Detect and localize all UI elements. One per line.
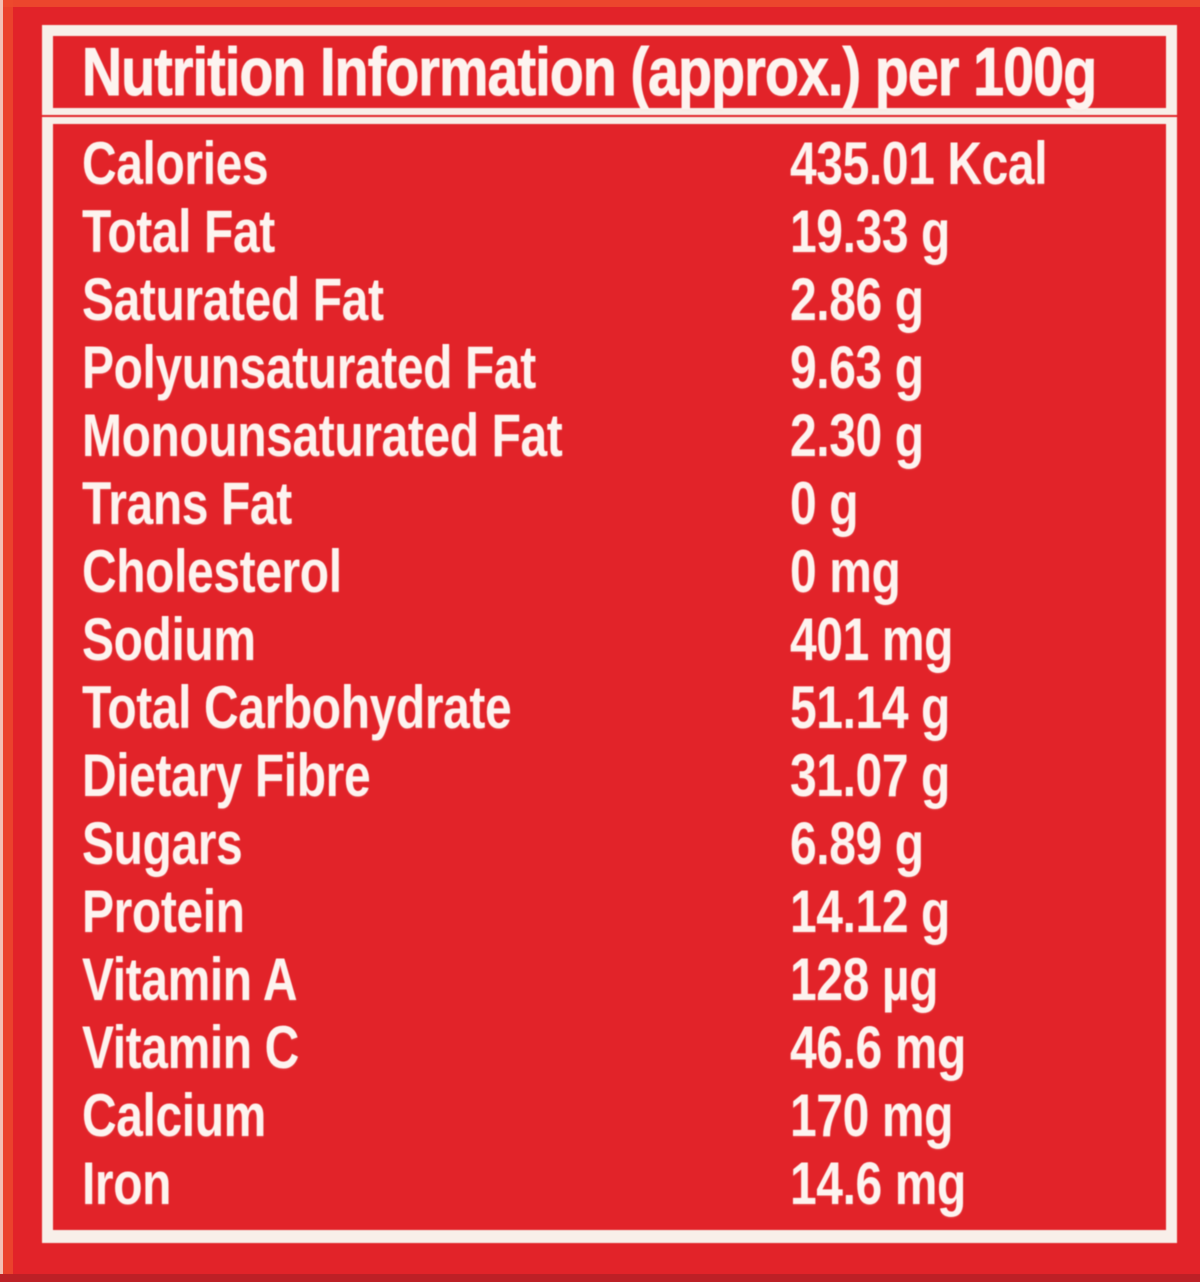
- nutrient-row: Sugars 6.89 g: [53, 810, 1166, 878]
- nutrient-row: Vitamin C 46.6 mg: [53, 1014, 1166, 1082]
- nutrient-label: Iron: [82, 1150, 172, 1217]
- nutrient-label: Total Fat: [82, 198, 275, 265]
- left-edge-highlight: [0, 0, 3, 1282]
- nutrient-label: Monounsaturated Fat: [82, 402, 563, 469]
- label-header-box: Nutrition Information (approx.) per 100g: [42, 25, 1177, 115]
- nutrient-label: Protein: [82, 878, 245, 945]
- nutrient-row: Cholesterol 0 mg: [53, 538, 1166, 606]
- nutrient-value: 2.86 g: [790, 266, 924, 333]
- nutrient-row: Trans Fat 0 g: [53, 470, 1166, 538]
- nutrient-value: 31.07 g: [790, 742, 950, 809]
- nutrient-value: 9.63 g: [790, 334, 924, 401]
- nutrient-row: Iron 14.6 mg: [53, 1150, 1166, 1218]
- nutrient-row: Total Fat 19.33 g: [53, 198, 1166, 266]
- label-title: Nutrition Information (approx.) per 100g: [82, 34, 1098, 110]
- nutrient-row: Sodium 401 mg: [53, 606, 1166, 674]
- nutrient-value: 2.30 g: [790, 402, 924, 469]
- nutrient-label: Saturated Fat: [82, 266, 384, 333]
- nutrient-label: Sodium: [82, 606, 256, 673]
- nutrient-label: Vitamin C: [82, 1014, 299, 1081]
- nutrient-value: 51.14 g: [790, 674, 950, 741]
- nutrient-label: Dietary Fibre: [82, 742, 371, 809]
- nutrient-row: Monounsaturated Fat 2.30 g: [53, 402, 1166, 470]
- nutrient-row: Polyunsaturated Fat 9.63 g: [53, 334, 1166, 402]
- nutrient-label: Polyunsaturated Fat: [82, 334, 536, 401]
- nutrient-value: 6.89 g: [790, 810, 924, 877]
- nutrient-row: Calcium 170 mg: [53, 1082, 1166, 1150]
- nutrient-row: Calories 435.01 Kcal: [53, 130, 1166, 198]
- nutrient-value: 128 µg: [790, 946, 938, 1013]
- nutrient-value: 401 mg: [790, 606, 954, 673]
- nutrient-value: 170 mg: [790, 1082, 954, 1149]
- nutrient-label: Cholesterol: [82, 538, 342, 605]
- left-edge-strip: [3, 0, 13, 1282]
- nutrient-row: Vitamin A 128 µg: [53, 946, 1166, 1014]
- nutrient-label: Calcium: [82, 1082, 266, 1149]
- nutrient-value: 435.01 Kcal: [790, 130, 1048, 197]
- nutrient-value: 0 mg: [790, 538, 901, 605]
- nutrients-table: Calories 435.01 Kcal Total Fat 19.33 g S…: [42, 117, 1177, 1243]
- bottom-edge-strip: [0, 1274, 1200, 1282]
- nutrient-value: 46.6 mg: [790, 1014, 966, 1081]
- nutrient-value: 0 g: [790, 470, 859, 537]
- nutrient-row: Protein 14.12 g: [53, 878, 1166, 946]
- nutrient-label: Calories: [82, 130, 269, 197]
- nutrient-row: Total Carbohydrate 51.14 g: [53, 674, 1166, 742]
- nutrient-label: Vitamin A: [82, 946, 298, 1013]
- nutrient-value: 14.12 g: [790, 878, 950, 945]
- nutrient-row: Saturated Fat 2.86 g: [53, 266, 1166, 334]
- nutrient-label: Total Carbohydrate: [82, 674, 512, 741]
- nutrient-row: Dietary Fibre 31.07 g: [53, 742, 1166, 810]
- nutrient-value: 14.6 mg: [790, 1150, 966, 1217]
- top-edge-strip: [0, 0, 1200, 7]
- nutrient-label: Trans Fat: [82, 470, 292, 537]
- nutrition-label: Nutrition Information (approx.) per 100g…: [42, 25, 1177, 1243]
- nutrient-value: 19.33 g: [790, 198, 950, 265]
- nutrient-label: Sugars: [82, 810, 243, 877]
